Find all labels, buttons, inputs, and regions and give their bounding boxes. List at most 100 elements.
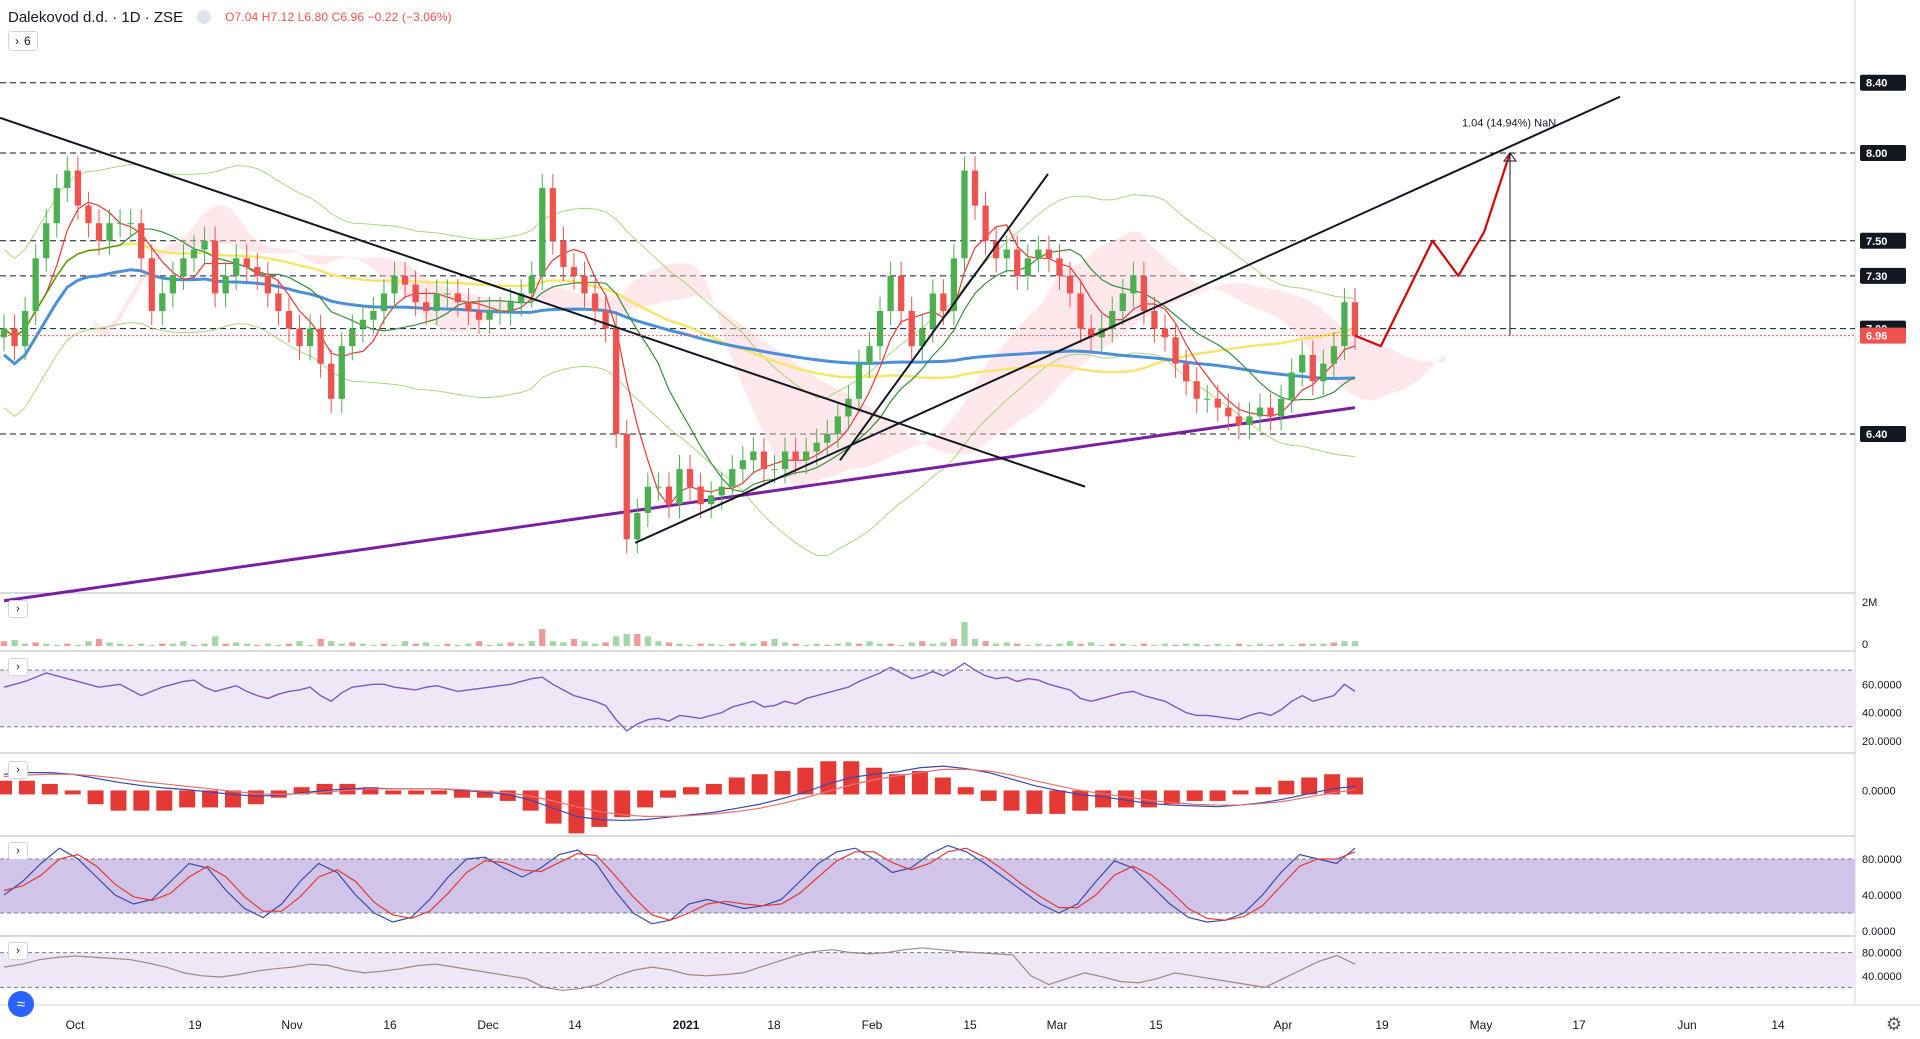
candle-body bbox=[1341, 302, 1348, 347]
macd-pane-toggle-button[interactable]: › bbox=[8, 761, 28, 779]
macd-histogram-bar bbox=[476, 790, 493, 798]
macd-histogram-bar bbox=[751, 774, 768, 795]
macd-histogram-bar bbox=[637, 790, 654, 808]
volume-bar bbox=[159, 643, 166, 646]
price-level-label: 7.50 bbox=[1866, 236, 1887, 248]
macd-histogram-bar bbox=[133, 790, 150, 811]
volume-bar bbox=[1277, 643, 1285, 646]
time-axis-label: 19 bbox=[1375, 1018, 1389, 1032]
rsi-pane-toggle-button[interactable]: › bbox=[8, 658, 28, 676]
volume-bar bbox=[1256, 643, 1264, 646]
volume-bar bbox=[1288, 644, 1295, 646]
macd-histogram-bar bbox=[705, 783, 722, 795]
volume-bar bbox=[32, 642, 39, 646]
candle-body bbox=[866, 346, 873, 364]
volume-bar bbox=[1119, 643, 1126, 646]
candle-body bbox=[127, 223, 134, 225]
osc-band bbox=[0, 952, 1855, 988]
volume-bar bbox=[855, 643, 863, 646]
candle-body bbox=[391, 275, 398, 294]
volume-bar bbox=[908, 642, 915, 646]
candle-body bbox=[602, 311, 609, 329]
symbol-title[interactable]: Dalekovod d.d. · 1D · ZSE bbox=[8, 8, 184, 26]
volume-bar bbox=[1087, 642, 1095, 646]
volume-axis-label: 0 bbox=[1862, 639, 1868, 651]
candle-body bbox=[1109, 311, 1116, 329]
tradingview-logo-icon[interactable]: ≈ bbox=[8, 991, 34, 1017]
time-axis-label: Dec bbox=[477, 1018, 498, 1032]
candle-body bbox=[1140, 275, 1148, 311]
volume-bar bbox=[961, 622, 968, 646]
volume-bar bbox=[898, 644, 905, 646]
candle-body bbox=[760, 451, 768, 470]
candle-body bbox=[1003, 249, 1010, 259]
volume-bar bbox=[771, 638, 778, 646]
candle-body bbox=[908, 311, 915, 347]
candle-body bbox=[454, 293, 461, 303]
candle-body bbox=[423, 302, 430, 311]
macd-histogram-bar bbox=[1186, 790, 1203, 801]
macd-histogram-bar bbox=[1163, 790, 1180, 805]
candle-body bbox=[1182, 363, 1190, 382]
volume-pane-toggle-button[interactable]: › bbox=[8, 600, 28, 618]
volume-bar bbox=[201, 643, 208, 646]
macd-histogram-bar bbox=[293, 787, 310, 795]
macd-histogram-bar bbox=[41, 783, 58, 795]
osc-pane-toggle-button[interactable]: › bbox=[8, 942, 28, 960]
macd-histogram-bar bbox=[499, 790, 516, 801]
volume-bar bbox=[845, 642, 852, 646]
dot-menu-icon[interactable] bbox=[197, 10, 212, 24]
volume-bar bbox=[570, 638, 578, 646]
volume-bar bbox=[1161, 643, 1169, 646]
volume-bar bbox=[1056, 643, 1063, 646]
macd-histogram-bar bbox=[911, 770, 928, 795]
stoch-pane-toggle-button[interactable]: › bbox=[8, 842, 28, 860]
candle-body bbox=[1098, 328, 1105, 338]
candle-body bbox=[686, 469, 694, 487]
volume-bar bbox=[507, 642, 514, 646]
candle-body bbox=[1014, 249, 1021, 276]
candle-body bbox=[623, 433, 630, 540]
volume-bar bbox=[781, 642, 789, 646]
volume-bar bbox=[306, 644, 314, 646]
macd-histogram-bar bbox=[934, 777, 951, 795]
macd-histogram-bar bbox=[316, 783, 333, 795]
macd-histogram-bar bbox=[87, 790, 104, 805]
volume-bar bbox=[1151, 644, 1158, 646]
time-axis-label: 14 bbox=[568, 1018, 582, 1032]
time-axis-label: 19 bbox=[188, 1018, 202, 1032]
candle-body bbox=[560, 240, 567, 268]
volume-bar bbox=[285, 643, 293, 646]
volume-bar bbox=[53, 644, 60, 646]
indicators-toggle-button[interactable]: › 6 bbox=[8, 31, 38, 51]
candle-body bbox=[813, 442, 820, 452]
volume-bar bbox=[919, 641, 926, 646]
volume-bar bbox=[1182, 643, 1190, 646]
candle-body bbox=[613, 328, 620, 434]
projection-path bbox=[1354, 152, 1512, 348]
pane-axis-label: 80.0000 bbox=[1862, 854, 1902, 866]
pane-axis-label: 60.0000 bbox=[1862, 679, 1902, 691]
candle-body bbox=[887, 275, 894, 311]
candle-body bbox=[898, 275, 905, 311]
price-level-label-bg bbox=[1860, 425, 1906, 442]
volume-bar bbox=[486, 644, 493, 646]
stoch-k-line bbox=[3, 844, 1356, 925]
gear-icon[interactable]: ⚙ bbox=[1885, 1014, 1902, 1034]
volume-bar bbox=[602, 642, 609, 646]
volume-bar bbox=[391, 644, 398, 646]
candle-body bbox=[1267, 407, 1274, 417]
price-level-label: 8.40 bbox=[1866, 78, 1887, 90]
candle-body bbox=[644, 486, 651, 513]
volume-bar bbox=[401, 641, 409, 646]
candle-body bbox=[539, 188, 546, 276]
volume-bar bbox=[74, 644, 82, 646]
volume-bar bbox=[1045, 644, 1053, 646]
envelope-upper-line bbox=[3, 163, 1356, 398]
volume-bar bbox=[1077, 643, 1084, 646]
candle-body bbox=[180, 258, 187, 276]
candle-body bbox=[781, 451, 789, 470]
macd-histogram-bar bbox=[431, 790, 448, 795]
candle-body bbox=[148, 258, 155, 311]
